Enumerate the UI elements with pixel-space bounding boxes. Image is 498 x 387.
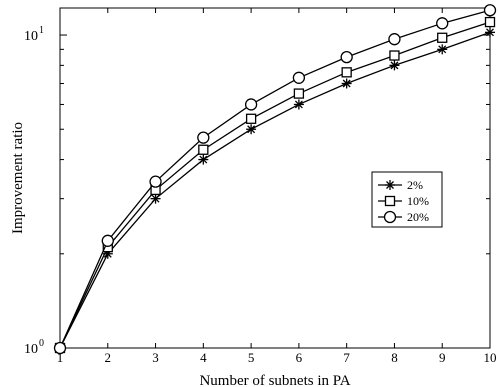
legend-marker-circle	[383, 210, 397, 224]
plot-area-frame	[59, 7, 491, 349]
series-line	[59, 31, 491, 349]
data-point-square	[245, 113, 257, 124]
data-point-circle	[149, 175, 162, 188]
legend-entry: 2%	[378, 178, 423, 192]
data-point-circle	[340, 50, 353, 64]
data-point-square	[484, 16, 496, 28]
legend-entry: 10%	[378, 194, 429, 208]
data-point-star	[150, 193, 161, 204]
legend-box	[371, 171, 443, 228]
data-point-star	[198, 154, 209, 165]
legend-label: 10%	[407, 194, 429, 208]
x-tick-label: 9	[439, 350, 446, 365]
series-circle	[53, 4, 497, 355]
star-stroke	[386, 181, 394, 189]
x-tick-label: 4	[200, 350, 207, 365]
star-stroke	[438, 45, 447, 54]
legend-label: 20%	[407, 210, 429, 224]
x-tick-label: 7	[343, 350, 350, 365]
data-point-star	[389, 60, 400, 71]
series-line	[59, 21, 491, 349]
data-point-circle	[101, 234, 114, 247]
y-tick-exponent: 1	[39, 25, 44, 36]
legend-marker-square	[384, 195, 396, 207]
data-point-square	[389, 50, 400, 61]
data-point-circle	[197, 131, 210, 144]
star-stroke	[294, 100, 303, 109]
data-point-circle	[483, 4, 497, 17]
series-group	[53, 4, 497, 355]
data-point-square	[437, 32, 448, 43]
y-axis-label: Improvement ratio	[10, 122, 26, 234]
star-stroke	[342, 79, 351, 88]
x-tick-label: 10	[484, 350, 497, 365]
x-tick-label: 8	[391, 350, 398, 365]
x-tick-label: 5	[248, 350, 255, 365]
x-tick-label: 6	[296, 350, 303, 365]
star-stroke	[151, 194, 160, 203]
x-tick-label: 1	[57, 350, 64, 365]
y-tick-label: 10	[24, 342, 38, 357]
x-tick-label: 3	[152, 350, 159, 365]
y-tick-label: 10	[24, 29, 38, 44]
data-point-circle	[436, 17, 449, 30]
series-line	[59, 9, 491, 349]
star-stroke	[247, 125, 256, 134]
star-stroke	[199, 155, 208, 164]
legend-entry: 20%	[378, 210, 429, 224]
legend-marker-star	[385, 180, 395, 190]
star-stroke	[486, 28, 494, 37]
data-point-circle	[388, 33, 401, 46]
series-star	[55, 27, 495, 353]
data-point-circle	[244, 98, 258, 111]
data-point-star	[293, 99, 304, 110]
data-point-circle	[53, 341, 67, 355]
data-point-square	[293, 88, 305, 99]
legend: 2% 10% 20%	[371, 171, 443, 228]
x-axis-label: Number of subnets in PA	[199, 373, 350, 387]
data-point-square	[341, 67, 352, 78]
legend-label: 2%	[407, 178, 423, 192]
data-point-circle	[292, 71, 306, 84]
x-tick-label: 2	[105, 350, 112, 365]
data-point-star	[485, 27, 495, 38]
data-point-square	[198, 144, 209, 155]
y-tick-exponent: 0	[39, 338, 44, 349]
data-point-star	[246, 124, 257, 135]
star-stroke	[390, 61, 399, 70]
data-point-star	[341, 78, 352, 89]
data-point-star	[437, 44, 448, 55]
